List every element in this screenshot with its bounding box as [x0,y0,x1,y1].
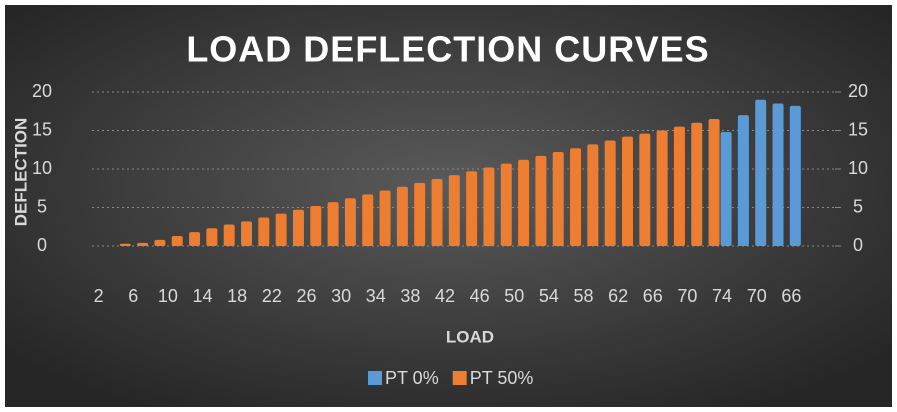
legend: PT 0% PT 50% [368,368,533,388]
y2-tick-label: 20 [848,81,868,101]
x-tick-label: 46 [470,286,490,306]
bar [708,118,720,246]
bar [189,232,201,246]
bar [362,194,374,246]
x-tick-label: 50 [504,286,524,306]
bar [483,167,495,246]
bar [344,198,356,246]
x-tick-label: 70 [677,286,697,306]
bar [258,217,270,246]
y-axis-label: DEFLECTION [11,118,30,227]
x-tick-label: 22 [262,286,282,306]
bar [396,186,408,246]
x-tick-label: 70 [747,286,767,306]
bar [673,126,685,246]
bar [119,243,131,246]
bar [310,205,322,246]
x-tick-label: 10 [158,286,178,306]
x-tick-label: 58 [574,286,594,306]
bar [552,152,564,246]
bar [327,202,339,246]
y-tick-label: 10 [32,158,52,178]
bar [154,239,166,246]
x-axis-label: LOAD [446,327,494,346]
bar [691,122,703,246]
y2-tick-label: 0 [853,235,863,255]
bar [772,103,784,246]
legend-label: PT 50% [470,368,534,388]
x-tick-label: 62 [608,286,628,306]
bar [755,99,767,246]
x-tick-label: 26 [296,286,316,306]
y-tick-label: 0 [37,235,47,255]
x-tick-label: 6 [128,286,138,306]
chart-title: LOAD DEFLECTION CURVES [186,29,709,70]
bar [535,155,547,246]
y2-tick-label: 15 [848,119,868,139]
y-tick-label: 15 [32,119,52,139]
bar [206,228,218,246]
x-tick-label: 30 [331,286,351,306]
bar [500,163,512,246]
bar [448,175,460,246]
bar [223,224,235,246]
bar [737,115,749,246]
x-tick-label: 54 [539,286,559,306]
bar [137,242,149,246]
bar [639,133,651,246]
bar [275,213,287,246]
x-tick-label: 42 [435,286,455,306]
bar [431,179,443,246]
bar [414,182,426,246]
bar [720,132,732,246]
x-tick-label: 38 [400,286,420,306]
legend-label: PT 0% [385,368,439,388]
bar [570,148,582,246]
bar [789,105,801,246]
x-tick-label: 66 [781,286,801,306]
x-tick-label: 14 [193,286,213,306]
bar [241,221,253,246]
legend-swatch [368,371,382,385]
bar [171,235,183,246]
x-tick-label: 18 [227,286,247,306]
bar [292,209,304,246]
x-tick-label: 2 [94,286,104,306]
bar [604,140,616,246]
bar [518,159,530,246]
bar [621,136,633,246]
y-tick-label: 5 [37,196,47,216]
bar [379,190,391,246]
bar [656,130,668,246]
y-tick-label: 20 [32,81,52,101]
bar [466,171,478,246]
y2-tick-label: 10 [848,158,868,178]
bar [587,144,599,246]
legend-swatch [452,371,467,385]
x-tick-label: 34 [366,286,386,306]
x-tick-label: 74 [712,286,732,306]
x-tick-label: 66 [643,286,663,306]
y2-tick-label: 5 [853,196,863,216]
